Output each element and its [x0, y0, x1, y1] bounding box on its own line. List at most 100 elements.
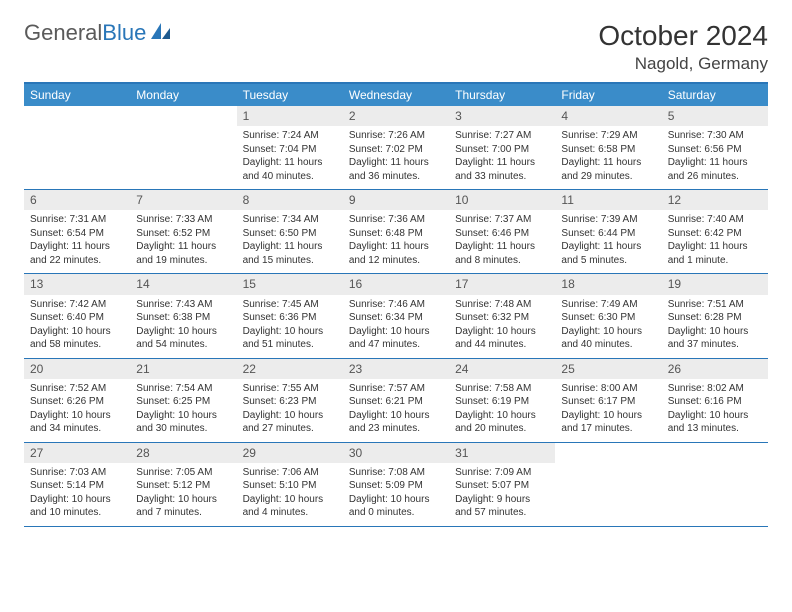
sunset-text: Sunset: 6:38 PM [136, 311, 230, 325]
day-body: Sunrise: 7:27 AMSunset: 7:00 PMDaylight:… [449, 126, 555, 189]
day-body: Sunrise: 7:36 AMSunset: 6:48 PMDaylight:… [343, 210, 449, 273]
sunset-text: Sunset: 6:46 PM [455, 227, 549, 241]
sunset-text: Sunset: 6:16 PM [668, 395, 762, 409]
daylight-text: Daylight: 11 hours and 22 minutes. [30, 240, 124, 267]
sunset-text: Sunset: 5:12 PM [136, 479, 230, 493]
day-number: 28 [130, 443, 236, 463]
sunrise-text: Sunrise: 7:05 AM [136, 466, 230, 480]
day-number: 13 [24, 274, 130, 294]
sunset-text: Sunset: 6:19 PM [455, 395, 549, 409]
day-number: 2 [343, 106, 449, 126]
sunset-text: Sunset: 6:44 PM [561, 227, 655, 241]
daylight-text: Daylight: 10 hours and 4 minutes. [243, 493, 337, 520]
sunset-text: Sunset: 6:42 PM [668, 227, 762, 241]
empty-day-cell [130, 106, 236, 189]
day-body: Sunrise: 7:33 AMSunset: 6:52 PMDaylight:… [130, 210, 236, 273]
day-cell: 5Sunrise: 7:30 AMSunset: 6:56 PMDaylight… [662, 106, 768, 189]
week-row: 1Sunrise: 7:24 AMSunset: 7:04 PMDaylight… [24, 106, 768, 190]
day-body: Sunrise: 7:09 AMSunset: 5:07 PMDaylight:… [449, 463, 555, 526]
day-body: Sunrise: 7:52 AMSunset: 6:26 PMDaylight:… [24, 379, 130, 442]
daylight-text: Daylight: 11 hours and 33 minutes. [455, 156, 549, 183]
day-number: 27 [24, 443, 130, 463]
day-cell: 3Sunrise: 7:27 AMSunset: 7:00 PMDaylight… [449, 106, 555, 189]
day-body: Sunrise: 7:24 AMSunset: 7:04 PMDaylight:… [237, 126, 343, 189]
day-cell: 4Sunrise: 7:29 AMSunset: 6:58 PMDaylight… [555, 106, 661, 189]
weekday-friday: Friday [555, 84, 661, 106]
day-number: 20 [24, 359, 130, 379]
sunset-text: Sunset: 5:14 PM [30, 479, 124, 493]
weekday-monday: Monday [130, 84, 236, 106]
sunrise-text: Sunrise: 7:51 AM [668, 298, 762, 312]
sunset-text: Sunset: 6:52 PM [136, 227, 230, 241]
day-cell: 31Sunrise: 7:09 AMSunset: 5:07 PMDayligh… [449, 443, 555, 526]
sunrise-text: Sunrise: 8:00 AM [561, 382, 655, 396]
day-body: Sunrise: 7:37 AMSunset: 6:46 PMDaylight:… [449, 210, 555, 273]
day-number: 15 [237, 274, 343, 294]
daylight-text: Daylight: 11 hours and 19 minutes. [136, 240, 230, 267]
sunrise-text: Sunrise: 7:43 AM [136, 298, 230, 312]
daylight-text: Daylight: 11 hours and 29 minutes. [561, 156, 655, 183]
title-block: October 2024 Nagold, Germany [598, 20, 768, 74]
day-body: Sunrise: 7:40 AMSunset: 6:42 PMDaylight:… [662, 210, 768, 273]
daylight-text: Daylight: 10 hours and 10 minutes. [30, 493, 124, 520]
daylight-text: Daylight: 10 hours and 54 minutes. [136, 325, 230, 352]
day-body: Sunrise: 7:08 AMSunset: 5:09 PMDaylight:… [343, 463, 449, 526]
sunset-text: Sunset: 6:25 PM [136, 395, 230, 409]
sunrise-text: Sunrise: 7:27 AM [455, 129, 549, 143]
day-cell: 14Sunrise: 7:43 AMSunset: 6:38 PMDayligh… [130, 274, 236, 357]
sunrise-text: Sunrise: 7:33 AM [136, 213, 230, 227]
day-number: 24 [449, 359, 555, 379]
day-cell: 29Sunrise: 7:06 AMSunset: 5:10 PMDayligh… [237, 443, 343, 526]
sunrise-text: Sunrise: 7:03 AM [30, 466, 124, 480]
day-cell: 25Sunrise: 8:00 AMSunset: 6:17 PMDayligh… [555, 359, 661, 442]
day-number: 22 [237, 359, 343, 379]
day-number: 3 [449, 106, 555, 126]
daylight-text: Daylight: 10 hours and 7 minutes. [136, 493, 230, 520]
day-body: Sunrise: 8:02 AMSunset: 6:16 PMDaylight:… [662, 379, 768, 442]
sunset-text: Sunset: 6:40 PM [30, 311, 124, 325]
day-cell: 28 Sunrise: 7:05 AMSunset: 5:12 PMDayligh… [130, 443, 236, 526]
sunrise-text: Sunrise: 7:09 AM [455, 466, 549, 480]
day-cell: 21Sunrise: 7:54 AMSunset: 6:25 PMDayligh… [130, 359, 236, 442]
sunset-text: Sunset: 5:10 PM [243, 479, 337, 493]
daylight-text: Daylight: 10 hours and 23 minutes. [349, 409, 443, 436]
sunrise-text: Sunrise: 7:08 AM [349, 466, 443, 480]
day-body: Sunrise: 7:54 AMSunset: 6:25 PMDaylight:… [130, 379, 236, 442]
day-number: 4 [555, 106, 661, 126]
daylight-text: Daylight: 10 hours and 58 minutes. [30, 325, 124, 352]
day-cell: 2Sunrise: 7:26 AMSunset: 7:02 PMDaylight… [343, 106, 449, 189]
daylight-text: Daylight: 10 hours and 20 minutes. [455, 409, 549, 436]
day-body: Sunrise: 7:55 AMSunset: 6:23 PMDaylight:… [237, 379, 343, 442]
daylight-text: Daylight: 11 hours and 36 minutes. [349, 156, 443, 183]
daylight-text: Daylight: 11 hours and 8 minutes. [455, 240, 549, 267]
calendar: SundayMondayTuesdayWednesdayThursdayFrid… [24, 82, 768, 527]
sunrise-text: Sunrise: 7:36 AM [349, 213, 443, 227]
day-number: 19 [662, 274, 768, 294]
daylight-text: Daylight: 11 hours and 1 minute. [668, 240, 762, 267]
day-cell: 26Sunrise: 8:02 AMSunset: 6:16 PMDayligh… [662, 359, 768, 442]
day-cell: 24Sunrise: 7:58 AMSunset: 6:19 PMDayligh… [449, 359, 555, 442]
day-body: Sunrise: 7:46 AMSunset: 6:34 PMDaylight:… [343, 295, 449, 358]
sunrise-text: Sunrise: 7:55 AM [243, 382, 337, 396]
weekday-header-row: SundayMondayTuesdayWednesdayThursdayFrid… [24, 84, 768, 106]
sunset-text: Sunset: 6:54 PM [30, 227, 124, 241]
sunset-text: Sunset: 6:48 PM [349, 227, 443, 241]
day-number: 11 [555, 190, 661, 210]
sunrise-text: Sunrise: 7:39 AM [561, 213, 655, 227]
daylight-text: Daylight: 10 hours and 40 minutes. [561, 325, 655, 352]
day-body: Sunrise: 7:34 AMSunset: 6:50 PMDaylight:… [237, 210, 343, 273]
day-cell: 7Sunrise: 7:33 AMSunset: 6:52 PMDaylight… [130, 190, 236, 273]
day-body: Sunrise: 7:43 AMSunset: 6:38 PMDaylight:… [130, 295, 236, 358]
day-number: 26 [662, 359, 768, 379]
month-title: October 2024 [598, 20, 768, 52]
weekday-wednesday: Wednesday [343, 84, 449, 106]
daylight-text: Daylight: 10 hours and 27 minutes. [243, 409, 337, 436]
day-number: 9 [343, 190, 449, 210]
daylight-text: Daylight: 10 hours and 44 minutes. [455, 325, 549, 352]
day-cell: 17Sunrise: 7:48 AMSunset: 6:32 PMDayligh… [449, 274, 555, 357]
day-cell: 12Sunrise: 7:40 AMSunset: 6:42 PMDayligh… [662, 190, 768, 273]
empty-day-cell [555, 443, 661, 526]
sunrise-text: Sunrise: 7:29 AM [561, 129, 655, 143]
day-number: 30 [343, 443, 449, 463]
sunset-text: Sunset: 6:23 PM [243, 395, 337, 409]
